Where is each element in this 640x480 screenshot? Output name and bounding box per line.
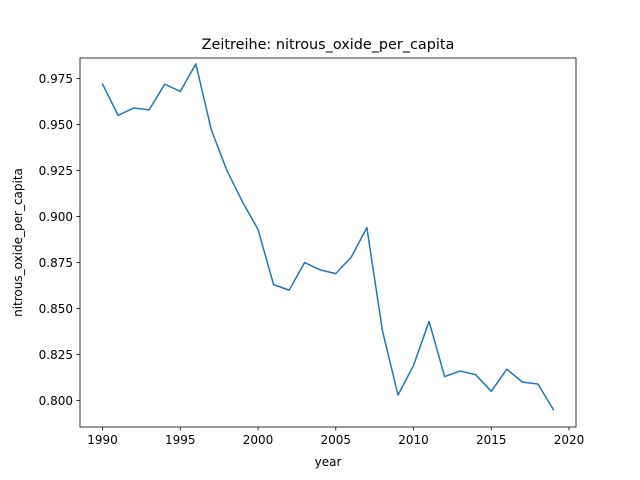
ticks-layer: 1990 1995 2000 2005 2010 2015 2020 0.800 0.825 0.… bbox=[39, 72, 585, 447]
chart-title: Zeitreihe: nitrous_oxide_per_capita bbox=[202, 37, 455, 53]
x-tick-label: 2005 bbox=[321, 433, 352, 447]
y-tick-label: 0.800 bbox=[39, 394, 73, 408]
x-axis-label: year bbox=[315, 455, 342, 469]
x-tick-label: 2015 bbox=[476, 433, 507, 447]
series-line bbox=[101, 63, 555, 411]
x-tick-label: 2010 bbox=[398, 433, 429, 447]
y-tick-label: 0.900 bbox=[39, 210, 73, 224]
y-tick-label: 0.975 bbox=[39, 72, 73, 86]
y-tick-label: 0.850 bbox=[39, 302, 73, 316]
y-tick-label: 0.950 bbox=[39, 118, 73, 132]
y-tick-label: 0.875 bbox=[39, 256, 73, 270]
x-tick-label: 1990 bbox=[87, 433, 118, 447]
x-tick-label: 1995 bbox=[165, 433, 196, 447]
y-axis-label: nitrous_oxide_per_capita bbox=[11, 168, 25, 317]
x-tick-label: 2020 bbox=[554, 433, 585, 447]
x-tick-label: 2000 bbox=[243, 433, 274, 447]
y-tick-label: 0.925 bbox=[39, 164, 73, 178]
y-tick-label: 0.825 bbox=[39, 348, 73, 362]
plot-frame bbox=[79, 57, 577, 428]
line-layer bbox=[101, 63, 555, 411]
